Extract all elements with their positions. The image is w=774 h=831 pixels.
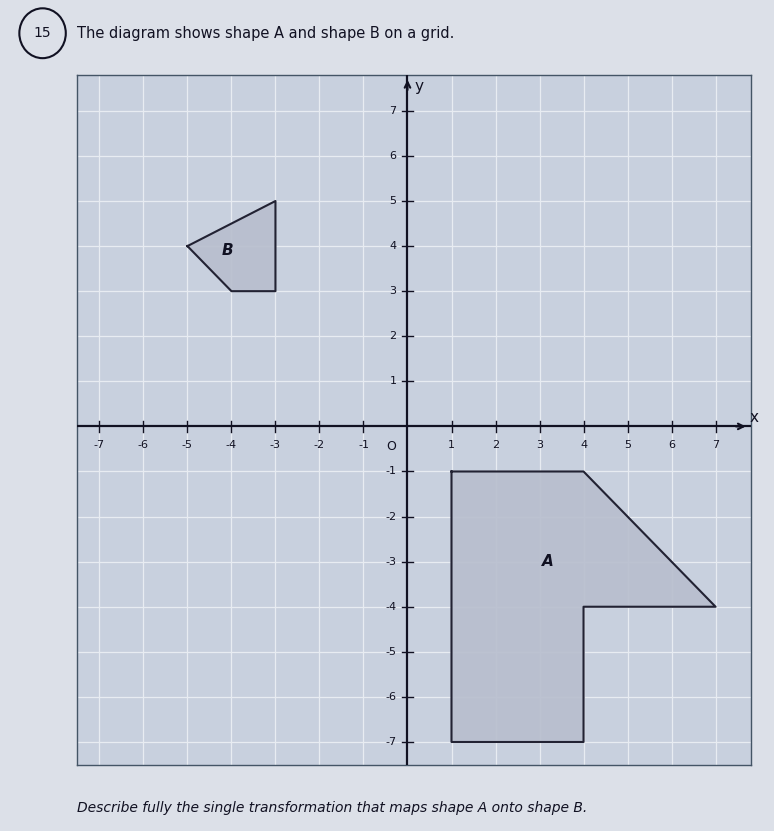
Text: -1: -1 <box>358 440 369 450</box>
Text: 15: 15 <box>34 27 51 40</box>
Text: 4: 4 <box>580 440 587 450</box>
Text: 2: 2 <box>389 332 396 342</box>
Text: Describe fully the single transformation that maps shape A onto shape B.: Describe fully the single transformation… <box>77 801 587 814</box>
Text: -1: -1 <box>385 466 396 476</box>
Text: 6: 6 <box>668 440 675 450</box>
Text: 7: 7 <box>389 106 396 116</box>
Polygon shape <box>187 201 276 291</box>
Text: -3: -3 <box>385 557 396 567</box>
Text: -7: -7 <box>385 737 396 747</box>
Text: 3: 3 <box>536 440 543 450</box>
Text: -5: -5 <box>385 647 396 656</box>
Text: -5: -5 <box>182 440 193 450</box>
Text: -4: -4 <box>226 440 237 450</box>
Text: 2: 2 <box>492 440 499 450</box>
Text: -6: -6 <box>138 440 149 450</box>
Text: 5: 5 <box>389 196 396 206</box>
Polygon shape <box>451 471 716 742</box>
Text: O: O <box>386 440 396 453</box>
Text: -3: -3 <box>270 440 281 450</box>
Text: -7: -7 <box>94 440 105 450</box>
Text: B: B <box>221 243 233 258</box>
Text: 1: 1 <box>389 376 396 386</box>
Text: -2: -2 <box>314 440 325 450</box>
Text: 1: 1 <box>448 440 455 450</box>
Text: 7: 7 <box>712 440 719 450</box>
Text: 3: 3 <box>389 286 396 296</box>
Text: -4: -4 <box>385 602 396 612</box>
Text: x: x <box>750 410 759 425</box>
Text: 5: 5 <box>624 440 631 450</box>
Text: y: y <box>414 79 423 94</box>
Text: 6: 6 <box>389 151 396 161</box>
Text: -2: -2 <box>385 512 396 522</box>
Text: A: A <box>543 554 554 569</box>
Text: The diagram shows shape A and shape B on a grid.: The diagram shows shape A and shape B on… <box>77 26 455 41</box>
Text: -6: -6 <box>385 692 396 702</box>
Text: 4: 4 <box>389 241 396 251</box>
